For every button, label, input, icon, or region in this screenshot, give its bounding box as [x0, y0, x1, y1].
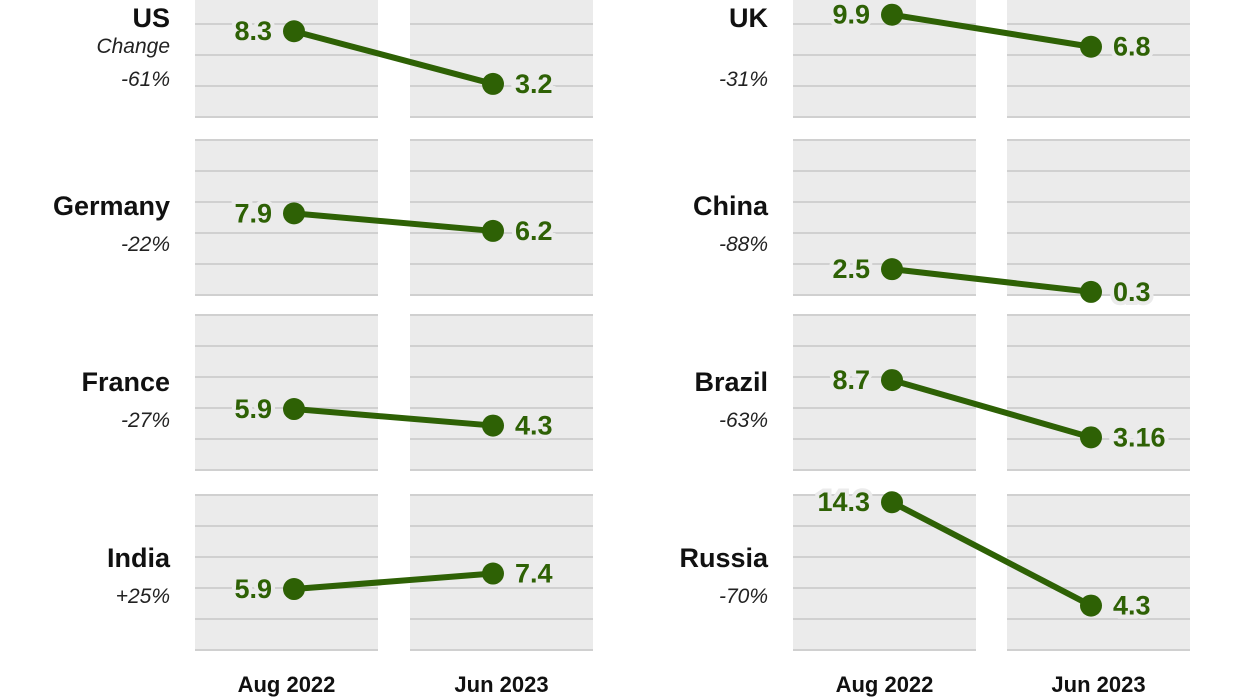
slope-line: [891, 377, 1092, 441]
value-label-end: 7.4: [515, 559, 553, 589]
data-point: [283, 202, 305, 225]
change-percent: +25%: [116, 585, 170, 608]
change-percent: -63%: [719, 409, 768, 432]
slope-line: [293, 570, 494, 593]
data-point: [1080, 35, 1102, 58]
panel-background: [793, 315, 976, 470]
slope-line: [293, 28, 494, 87]
data-point: [283, 398, 305, 421]
data-point: [1080, 594, 1102, 617]
value-label-start: 5.9: [234, 394, 272, 424]
panel-background: [410, 0, 593, 117]
change-percent: -22%: [121, 233, 170, 256]
value-label-start: 2.5: [832, 254, 870, 284]
data-point: [881, 3, 903, 26]
data-point: [283, 20, 305, 43]
value-label-end: 3.16: [1113, 422, 1166, 452]
slope-line: [293, 406, 494, 429]
value-label-end: 4.3: [515, 411, 553, 441]
country-name: India: [107, 543, 171, 573]
slope-line: [890, 499, 1093, 609]
value-label-start: 7.9: [234, 198, 272, 228]
panel-background: [1007, 0, 1190, 117]
value-label-end: 4.3: [1113, 591, 1151, 621]
x-tick-label: Aug 2022: [836, 672, 934, 697]
country-name: Germany: [53, 191, 170, 221]
x-tick-label: Jun 2023: [454, 672, 548, 697]
panel-background: [1007, 140, 1190, 295]
data-point: [1080, 280, 1102, 303]
value-label-end: 0.3: [1113, 277, 1151, 307]
data-point: [881, 369, 903, 392]
value-label-start: 8.7: [832, 365, 870, 395]
change-label: Change: [96, 35, 170, 58]
country-name: China: [693, 191, 769, 221]
panel-background: [195, 495, 378, 650]
change-percent: -88%: [719, 233, 768, 256]
x-tick-label: Aug 2022: [238, 672, 336, 697]
change-percent: -31%: [719, 68, 768, 91]
data-point: [482, 219, 504, 242]
value-label-start: 8.3: [234, 16, 272, 46]
value-label-start: 5.9: [234, 574, 272, 604]
panel-background: [195, 0, 378, 117]
data-point: [482, 72, 504, 95]
value-label-end: 6.8: [1113, 32, 1151, 62]
country-name: Russia: [679, 543, 769, 573]
data-point: [881, 258, 903, 281]
change-percent: -27%: [121, 409, 170, 432]
panel-background: [410, 315, 593, 470]
data-point: [482, 414, 504, 437]
panel-background: [793, 495, 976, 650]
country-name: Brazil: [694, 367, 768, 397]
change-percent: -61%: [121, 68, 170, 91]
value-label-start: 14.3: [817, 487, 870, 517]
panel-background: [1007, 495, 1190, 650]
data-point: [881, 491, 903, 514]
value-label-end: 6.2: [515, 216, 553, 246]
panel-background: [410, 140, 593, 295]
slope-line: [891, 11, 1092, 50]
data-point: [283, 578, 305, 601]
panel-background: [195, 315, 378, 470]
slope-line: [293, 210, 494, 234]
country-name: France: [81, 367, 170, 397]
value-label-start: 9.9: [832, 0, 870, 30]
country-name: UK: [729, 3, 768, 33]
country-name: US: [132, 3, 170, 33]
change-percent: -70%: [719, 585, 768, 608]
value-label-end: 3.2: [515, 69, 553, 99]
data-point: [482, 562, 504, 585]
slope-line: [891, 266, 1092, 295]
data-point: [1080, 426, 1102, 449]
x-tick-label: Jun 2023: [1051, 672, 1145, 697]
